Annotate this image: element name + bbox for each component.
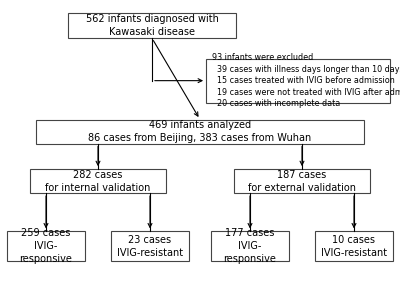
FancyBboxPatch shape [7,231,85,261]
FancyBboxPatch shape [30,169,166,193]
FancyBboxPatch shape [234,169,370,193]
Text: 93 infants were excluded
  39 cases with illness days longer than 10 days
  15 c: 93 infants were excluded 39 cases with i… [212,53,400,108]
Text: 10 cases
IVIG-resistant: 10 cases IVIG-resistant [321,235,387,258]
Text: 469 infants analyzed
86 cases from Beijing, 383 cases from Wuhan: 469 infants analyzed 86 cases from Beiji… [88,120,312,143]
Text: 562 infants diagnosed with
Kawasaki disease: 562 infants diagnosed with Kawasaki dise… [86,14,218,37]
FancyBboxPatch shape [111,231,189,261]
Text: 177 cases
IVIG-
responsive: 177 cases IVIG- responsive [224,228,276,264]
FancyBboxPatch shape [211,231,289,261]
Text: 259 cases
IVIG-
responsive: 259 cases IVIG- responsive [20,228,72,264]
Text: 23 cases
IVIG-resistant: 23 cases IVIG-resistant [117,235,183,258]
Text: 187 cases
for external validation: 187 cases for external validation [248,170,356,192]
FancyBboxPatch shape [68,13,236,38]
Text: 282 cases
for internal validation: 282 cases for internal validation [45,170,151,192]
FancyBboxPatch shape [36,119,364,143]
FancyBboxPatch shape [206,59,390,103]
FancyBboxPatch shape [315,231,393,261]
